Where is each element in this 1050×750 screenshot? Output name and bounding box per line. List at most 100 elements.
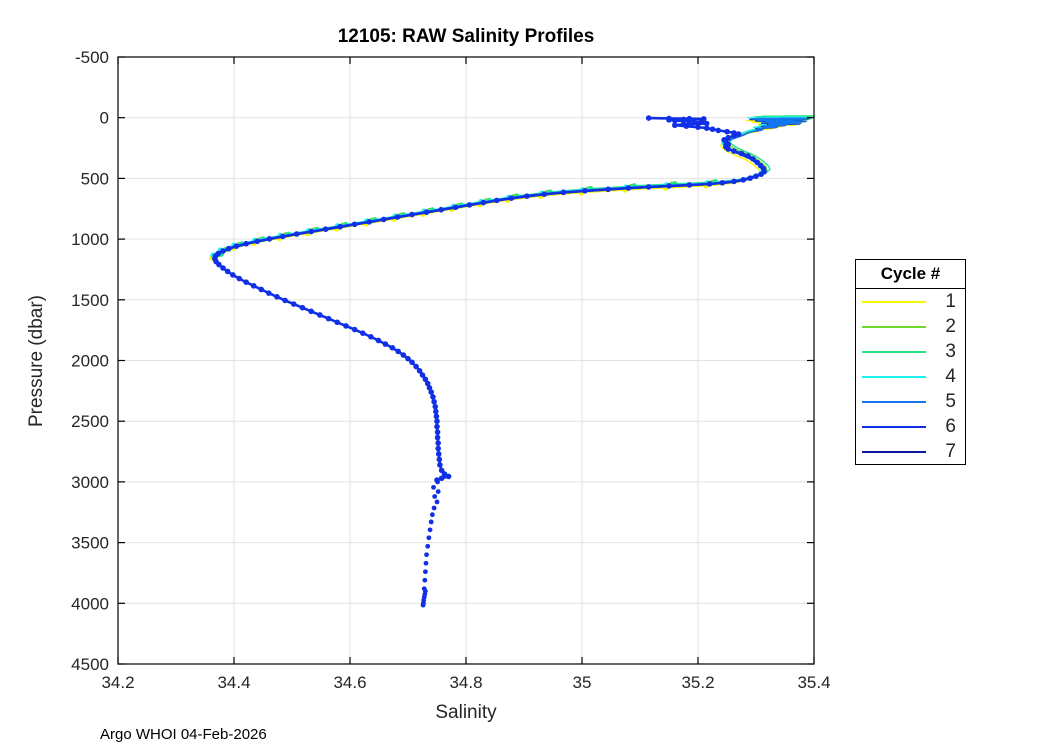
- profile-markers-cycle-6: [750, 156, 756, 162]
- profile-markers-cycle-6: [343, 323, 349, 329]
- legend-entry: 1: [856, 289, 965, 314]
- profile-markers-cycle-6: [686, 182, 693, 188]
- profile-markers-cycle-6: [224, 268, 231, 275]
- profile-deep-dots-cycle-6: [426, 535, 432, 541]
- profile-line-cycle-7: [214, 118, 809, 258]
- x-tick-label: 35.4: [797, 673, 830, 692]
- legend-line-sample: [862, 375, 926, 378]
- legend-entry-label: 6: [945, 415, 956, 437]
- profile-markers-cycle-6: [740, 177, 747, 183]
- profile-markers-cycle-6: [435, 451, 442, 457]
- legend-entry-label: 2: [945, 315, 956, 337]
- profile-markers-cycle-6: [279, 233, 286, 240]
- profile-markers-cycle-6: [703, 125, 710, 131]
- profile-markers-cycle-6: [666, 117, 672, 123]
- profile-markers-cycle-6: [754, 159, 760, 166]
- profile-deep-dots-cycle-6: [434, 499, 440, 505]
- profile-markers-cycle-6: [541, 191, 548, 197]
- profile-markers-cycle-6: [435, 440, 441, 446]
- profile-markers-cycle-6: [731, 148, 737, 154]
- profile-deep-dots-cycle-6: [435, 489, 441, 495]
- profile-markers-cycle-6: [426, 385, 433, 391]
- profile-markers-cycle-6: [680, 116, 687, 123]
- profile-markers-cycle-6: [422, 376, 429, 383]
- y-tick-label: -500: [75, 48, 109, 67]
- profile-markers-cycle-6: [220, 248, 226, 254]
- y-tick-label: 1500: [71, 291, 109, 310]
- profile-markers-cycle-6: [423, 209, 430, 215]
- legend-entry-label: 4: [945, 365, 956, 387]
- profile-markers-cycle-6: [508, 195, 515, 201]
- x-tick-label: 34.4: [217, 673, 250, 692]
- profile-markers-cycle-6: [432, 403, 439, 410]
- y-tick-label: 4000: [71, 594, 109, 613]
- profile-markers-cycle-6: [758, 171, 765, 177]
- profile-deep-dots-cycle-6: [431, 484, 436, 490]
- profile-markers-cycle-6: [293, 231, 300, 237]
- x-tick-label: 35.2: [681, 673, 714, 692]
- profile-markers-cycle-6: [431, 398, 437, 405]
- profile-markers-cycle-6: [745, 153, 751, 159]
- legend-line-sample: [862, 425, 926, 428]
- profile-markers-cycle-6: [382, 341, 389, 347]
- legend-entry-label: 7: [945, 440, 956, 462]
- profile-markers-cycle-6: [395, 348, 401, 355]
- plot-footer: Argo WHOI 04-Feb-2026: [100, 726, 267, 743]
- y-tick-label: 4500: [71, 655, 109, 674]
- profile-markers-cycle-6: [524, 193, 530, 199]
- profile-markers-cycle-6: [672, 117, 678, 124]
- profile-markers-cycle-6: [250, 283, 257, 289]
- profile-markers-cycle-6: [233, 243, 240, 249]
- profile-markers-cycle-6: [480, 199, 487, 206]
- profile-deep-dots-cycle-6: [422, 577, 428, 583]
- profile-markers-cycle-6: [230, 272, 236, 278]
- profile-markers-cycle-6: [308, 228, 314, 235]
- profile-markers-cycle-6: [389, 344, 396, 351]
- legend-entry: 7: [856, 439, 965, 464]
- profile-markers-cycle-6: [290, 301, 297, 307]
- profile-markers-cycle-6: [366, 219, 372, 225]
- chart-title: 12105: RAW Salinity Profiles: [337, 26, 595, 47]
- profile-markers-cycle-6: [452, 204, 459, 211]
- profile-deep-dots-cycle-6: [435, 479, 440, 485]
- profile-markers-cycle-6: [308, 308, 314, 315]
- legend-line-sample: [862, 325, 926, 328]
- profile-markers-cycle-6: [405, 355, 411, 362]
- profile-markers-cycle-6: [735, 131, 742, 137]
- y-tick-label: 0: [100, 109, 109, 128]
- y-tick-label: 1000: [71, 230, 109, 249]
- profile-markers-cycle-6: [243, 279, 249, 285]
- y-tick-label: 500: [81, 169, 109, 188]
- profile-deep-dots-cycle-6: [429, 512, 435, 518]
- profile-deep-dots-cycle-6: [420, 602, 426, 608]
- profile-markers-cycle-6: [434, 434, 441, 441]
- legend-line-sample: [862, 400, 926, 403]
- profile-markers-cycle-6: [236, 275, 243, 282]
- profile-markers-cycle-6: [359, 330, 366, 336]
- profile-markers-cycle-6: [430, 394, 436, 400]
- profile-markers-cycle-6: [466, 202, 473, 208]
- profile-markers-cycle-6: [753, 173, 759, 180]
- profile-markers-cycle-6: [695, 124, 701, 130]
- profile-markers-cycle-6: [254, 238, 260, 245]
- y-axis-label: Pressure (dbar): [26, 295, 47, 427]
- profile-markers-cycle-6: [441, 471, 448, 477]
- legend-entry: 3: [856, 339, 965, 364]
- legend-entry: 6: [856, 414, 965, 439]
- profile-markers-cycle-6: [409, 211, 415, 218]
- profile-line-cycle-6: [213, 116, 766, 482]
- profile-markers-cycle-6: [258, 286, 265, 293]
- profile-markers-cycle-6: [560, 189, 567, 196]
- profile-markers-cycle-6: [725, 146, 731, 152]
- profile-markers-cycle-6: [334, 319, 341, 326]
- profile-markers-cycle-6: [424, 380, 431, 387]
- profile-markers-cycle-6: [434, 418, 440, 425]
- profile-markers-cycle-6: [686, 118, 693, 125]
- profile-markers-cycle-6: [731, 178, 737, 185]
- legend: Cycle # 1 2 3 4 5 6 7: [855, 259, 966, 465]
- x-tick-label: 35: [573, 673, 592, 692]
- profile-markers-cycle-6: [351, 221, 358, 228]
- x-tick-label: 34.2: [101, 673, 134, 692]
